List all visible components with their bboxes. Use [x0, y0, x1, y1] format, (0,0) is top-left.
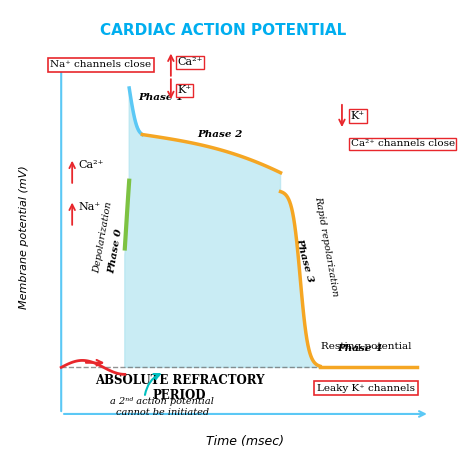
- Text: Ca²⁺ channels close: Ca²⁺ channels close: [351, 139, 455, 148]
- Text: Na⁺: Na⁺: [79, 202, 101, 212]
- Polygon shape: [125, 88, 417, 367]
- Text: Time (msec): Time (msec): [207, 436, 284, 448]
- Text: Ca²⁺: Ca²⁺: [177, 57, 203, 67]
- Text: ABSOLUTE REFRACTORY
PERIOD: ABSOLUTE REFRACTORY PERIOD: [95, 374, 264, 402]
- Text: K⁺: K⁺: [177, 85, 191, 95]
- Text: Leaky K⁺ channels: Leaky K⁺ channels: [317, 384, 415, 393]
- Text: Depolarization: Depolarization: [92, 201, 114, 273]
- Text: Phase 4: Phase 4: [337, 344, 383, 353]
- Text: Phase 1: Phase 1: [138, 93, 183, 102]
- Text: Na⁺ channels close: Na⁺ channels close: [50, 60, 151, 69]
- Text: Membrane potential (mV): Membrane potential (mV): [19, 165, 29, 309]
- Text: Phase 3: Phase 3: [294, 237, 315, 283]
- Text: Phase 2: Phase 2: [197, 130, 243, 139]
- Text: a 2ⁿᵈ action potential
cannot be initiated: a 2ⁿᵈ action potential cannot be initiat…: [110, 397, 214, 417]
- Text: Phase 0: Phase 0: [108, 228, 124, 274]
- Text: CARDIAC ACTION POTENTIAL: CARDIAC ACTION POTENTIAL: [100, 23, 346, 38]
- Text: Ca²⁺: Ca²⁺: [79, 160, 104, 170]
- Text: Resting potential: Resting potential: [321, 342, 411, 351]
- Text: Rapid repolarization: Rapid repolarization: [313, 195, 340, 297]
- Text: K⁺: K⁺: [351, 111, 365, 121]
